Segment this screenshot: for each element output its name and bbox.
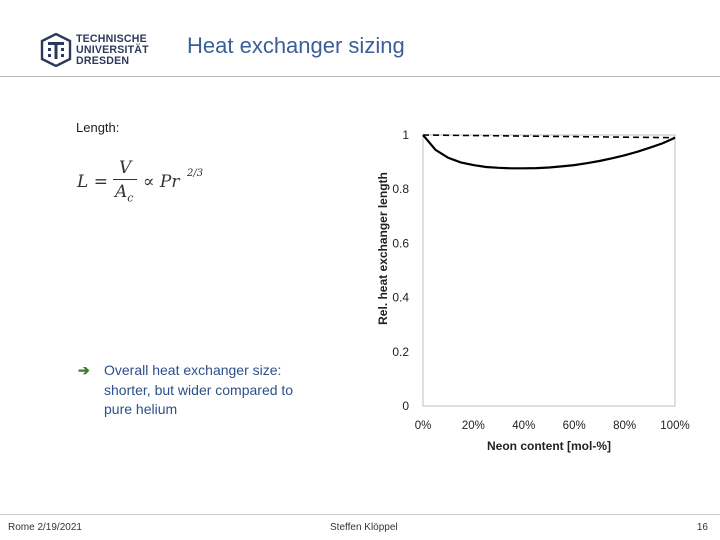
x-tick-label: 40% bbox=[512, 420, 535, 432]
logo-wordmark: TECHNISCHE UNIVERSITÄT DRESDEN bbox=[76, 34, 149, 67]
bullet-line: pure helium bbox=[104, 401, 178, 417]
x-axis-title: Neon content [mol-%] bbox=[487, 439, 611, 453]
y-tick-label: 0.8 bbox=[392, 182, 409, 196]
x-tick-label: 100% bbox=[660, 420, 689, 432]
x-tick-label: 80% bbox=[613, 420, 636, 432]
formula-proportional: ∝ Pr bbox=[143, 172, 180, 192]
y-axis-title: Rel. heat exchanger length bbox=[376, 172, 390, 325]
x-tick-label: 60% bbox=[563, 420, 586, 432]
y-tick-label: 0 bbox=[402, 399, 409, 413]
logo-line: DRESDEN bbox=[76, 55, 130, 67]
y-tick-label: 0.4 bbox=[392, 291, 409, 305]
bullet-line: Overall heat exchanger size: bbox=[104, 362, 282, 378]
footer-date: Rome 2/19/2021 bbox=[8, 522, 82, 533]
y-tick-label: 0.2 bbox=[392, 345, 409, 359]
header-divider bbox=[0, 76, 720, 77]
series-line-solid bbox=[422, 134, 676, 170]
logo-line: TECHNISCHE bbox=[76, 33, 147, 45]
length-label: Length: bbox=[76, 120, 120, 135]
formula-lhs: L = bbox=[77, 172, 108, 192]
bullet-line: shorter, but wider compared to bbox=[104, 381, 294, 398]
plot-area-frame bbox=[422, 134, 676, 407]
footer-divider bbox=[0, 514, 720, 515]
formula-den-base: A bbox=[115, 182, 128, 202]
slide-title: Heat exchanger sizing bbox=[187, 33, 405, 58]
y-tick-label: 0.6 bbox=[392, 236, 409, 250]
x-tick-label: 0% bbox=[415, 420, 432, 432]
x-tick-label: 20% bbox=[462, 420, 485, 432]
fraction-bar bbox=[113, 179, 137, 180]
bullet-text: Overall heat exchanger size: shorter, bu… bbox=[104, 361, 344, 420]
university-logo: TECHNISCHE UNIVERSITÄT DRESDEN bbox=[40, 33, 158, 71]
page-number: 16 bbox=[696, 522, 708, 533]
y-tick-label: 1 bbox=[402, 130, 409, 142]
formula-denominator: Ac bbox=[115, 182, 133, 204]
logo-line: UNIVERSITÄT bbox=[76, 44, 149, 56]
heat-exchanger-length-chart: 0 0.2 0.4 0.6 0.8 1 0% 20% 40% 60% 80% 100% Neon con… bbox=[376, 130, 690, 453]
formula-exponent: 2/3 bbox=[187, 168, 204, 179]
logo-emblem-icon bbox=[40, 33, 72, 67]
series-line-dashed bbox=[422, 134, 676, 139]
arrow-right-icon: ➔ bbox=[78, 362, 90, 378]
formula-den-sub: c bbox=[127, 191, 134, 205]
footer-author: Steffen Klöppel bbox=[330, 522, 398, 533]
formula-numerator: V bbox=[119, 158, 132, 178]
